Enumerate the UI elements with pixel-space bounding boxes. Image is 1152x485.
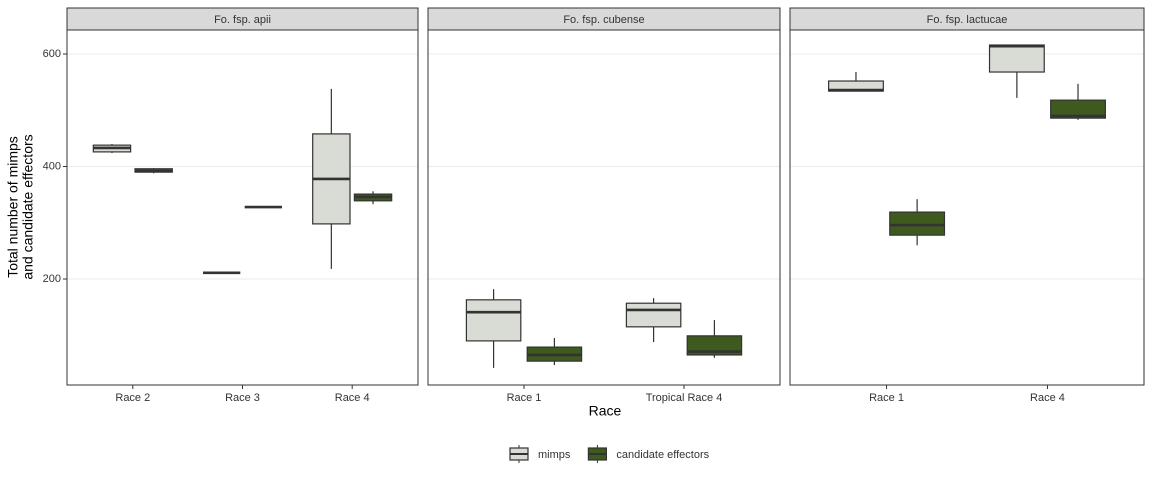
- strip: [789, 7, 1145, 31]
- box: [889, 211, 946, 236]
- box: [625, 302, 682, 328]
- x-tick-label: Race 1: [869, 392, 904, 404]
- x-tick-label: Race 2: [115, 392, 150, 404]
- strip-title: Fo. fsp. cubense: [563, 14, 644, 26]
- x-tick-label: Race 4: [1030, 392, 1065, 404]
- y-tick-label: 600: [43, 48, 61, 60]
- box: [686, 335, 743, 356]
- y-tick-label: 400: [43, 160, 61, 172]
- x-tick-label: Race 3: [225, 392, 260, 404]
- box: [465, 299, 522, 342]
- strip-title: Fo. fsp. lactucae: [927, 14, 1008, 26]
- legend-label: candidate effectors: [616, 449, 709, 461]
- x-tick-label: Race 1: [507, 392, 542, 404]
- x-tick-label: Race 4: [335, 392, 370, 404]
- x-axis-title: Race: [589, 403, 622, 419]
- legend-label: mimps: [538, 449, 571, 461]
- y-tick-label: 200: [43, 273, 61, 285]
- y-axis-title: and candidate effectors: [20, 134, 36, 279]
- box: [988, 44, 1045, 73]
- y-axis-title: Total number of mimps: [5, 136, 21, 278]
- strip: [427, 7, 781, 31]
- box: [1050, 99, 1106, 119]
- x-tick-label: Tropical Race 4: [646, 392, 723, 404]
- strip-title: Fo. fsp. apii: [214, 14, 271, 26]
- panel-background: [67, 30, 418, 385]
- strip: [66, 7, 419, 31]
